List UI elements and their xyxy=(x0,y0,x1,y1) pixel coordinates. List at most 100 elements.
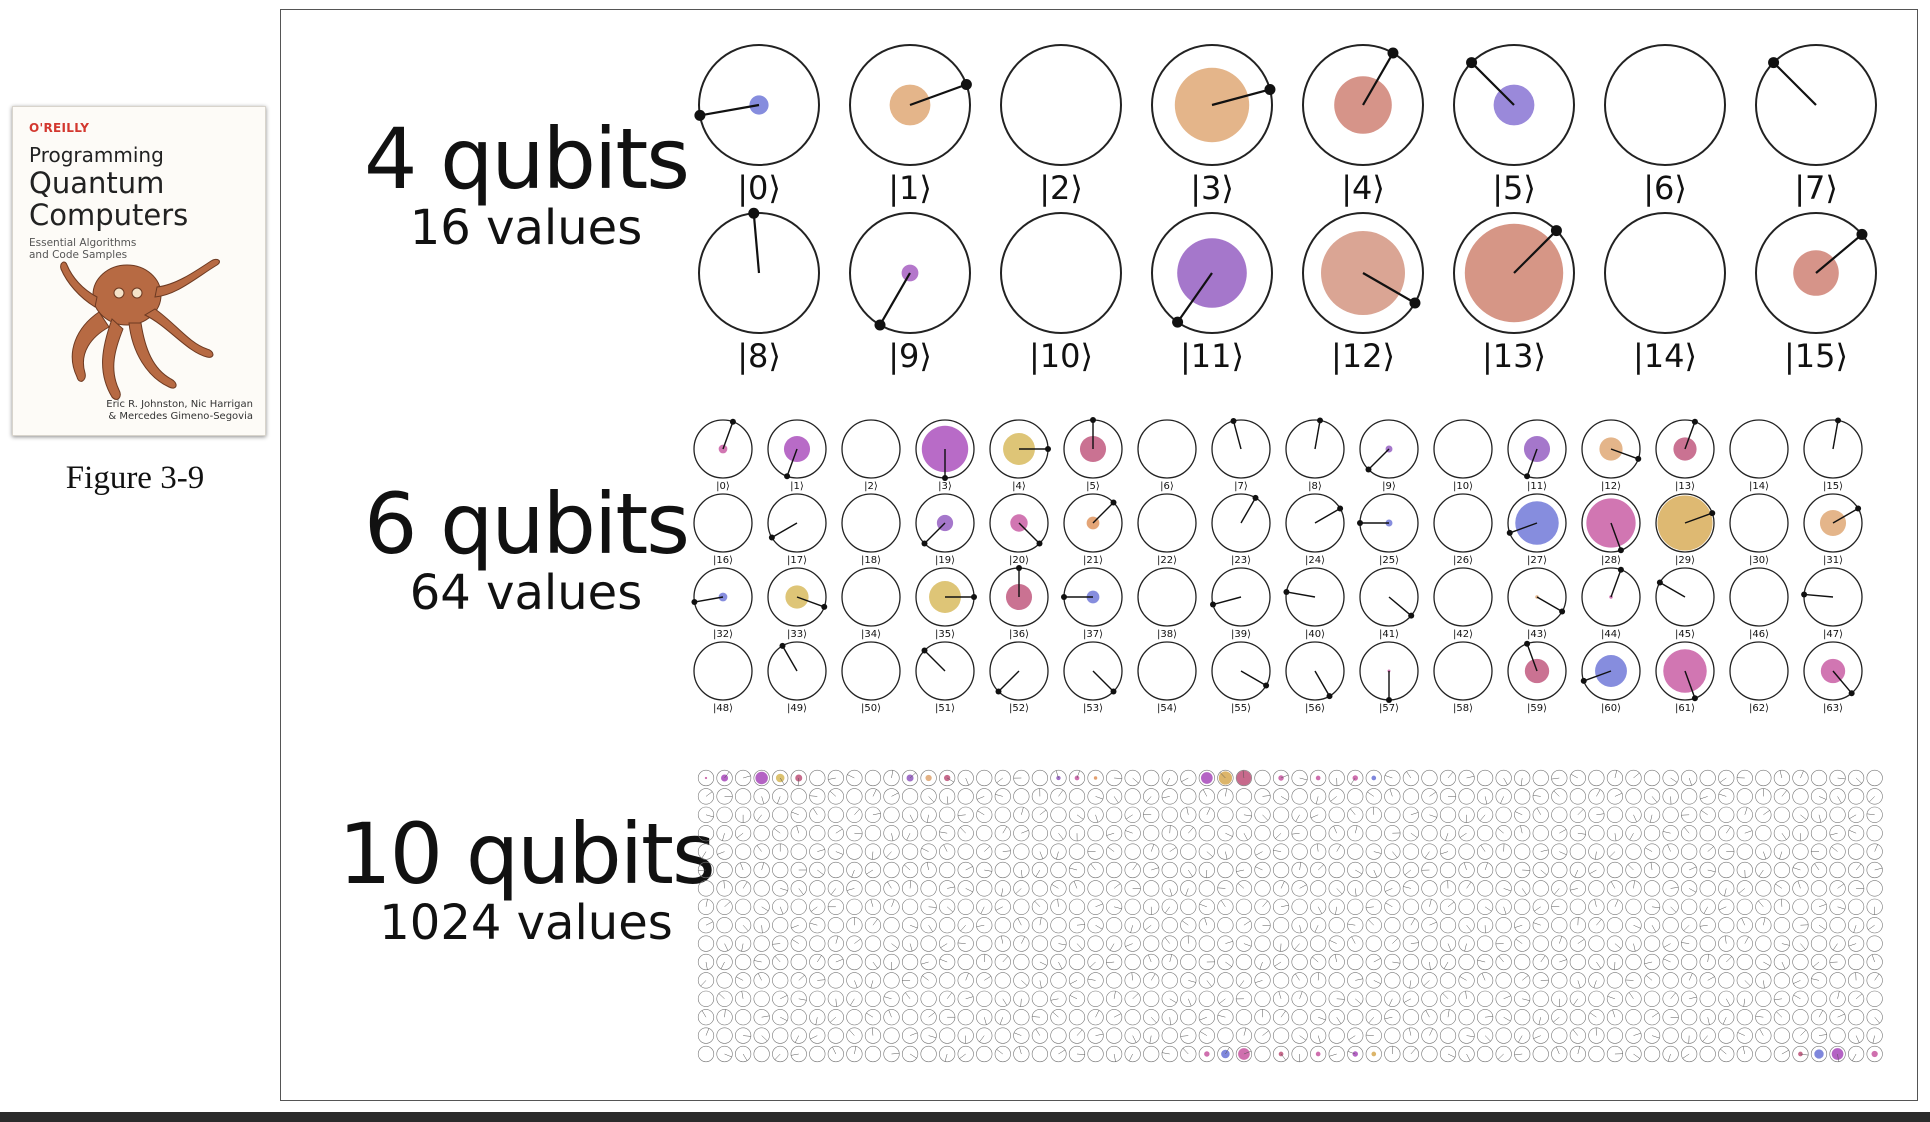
state-outline xyxy=(1421,880,1438,897)
phase-line xyxy=(1684,421,1696,450)
state-outline xyxy=(1384,990,1401,1007)
phase-line xyxy=(722,421,734,450)
amplitude-fill xyxy=(1814,1049,1824,1059)
phase-line xyxy=(1169,888,1173,896)
state-outline xyxy=(1198,898,1215,915)
state-outline xyxy=(827,1045,844,1063)
state-outline xyxy=(1402,806,1419,823)
state-outline xyxy=(1143,861,1160,879)
state-outline xyxy=(1124,843,1141,860)
state-outline xyxy=(1421,990,1438,1007)
state-outline xyxy=(716,1009,733,1026)
phase-line xyxy=(1329,1053,1337,1057)
state-outline xyxy=(1310,972,1327,989)
phase-line xyxy=(1500,796,1504,804)
state-outline xyxy=(1161,972,1178,989)
state-outline xyxy=(1847,1027,1865,1044)
state-outline xyxy=(1068,1009,1086,1026)
state-outline xyxy=(1532,917,1549,934)
state-outline xyxy=(1235,898,1253,915)
state-outline xyxy=(901,825,919,842)
phase-line xyxy=(1368,919,1374,926)
state-outline xyxy=(1211,567,1271,627)
phase-line xyxy=(1312,956,1319,963)
phase-line xyxy=(847,774,855,779)
phase-line xyxy=(1333,825,1337,834)
state-outline xyxy=(1198,825,1215,842)
state-outline xyxy=(1384,1045,1401,1063)
state-label: |47⟩ xyxy=(1823,629,1843,640)
state-outline xyxy=(1569,898,1586,915)
state-outline xyxy=(1681,1027,1698,1044)
state-outline xyxy=(1365,917,1382,934)
phase-line xyxy=(872,1027,874,1036)
state-outline xyxy=(1180,972,1197,989)
state-outline xyxy=(1588,972,1605,989)
phase-line xyxy=(1837,796,1842,804)
phase-line xyxy=(742,925,749,932)
state-outline xyxy=(1495,769,1512,787)
state-outline xyxy=(1087,769,1104,787)
state-outline xyxy=(1569,953,1586,971)
state-outline xyxy=(772,917,789,934)
state-outline xyxy=(1031,953,1049,971)
phase-line xyxy=(1837,906,1846,910)
phase-line xyxy=(1243,1050,1252,1055)
phase-line xyxy=(1610,448,1639,460)
state-outline xyxy=(1328,843,1345,860)
state-outline xyxy=(1810,769,1828,787)
phase-line xyxy=(724,771,730,779)
state-label: |13⟩ xyxy=(1675,481,1695,492)
phase-dot xyxy=(921,647,928,654)
state-outline xyxy=(864,898,882,915)
amplitude-fill xyxy=(1201,772,1213,784)
phase-line xyxy=(1800,943,1806,950)
phase-line xyxy=(1316,843,1319,852)
state-outline xyxy=(1718,972,1735,989)
state-outline xyxy=(1532,898,1549,915)
state-outline xyxy=(883,990,900,1007)
state-outline xyxy=(1211,641,1271,701)
state-outline xyxy=(864,825,882,842)
phase-line xyxy=(1429,921,1437,926)
state-outline xyxy=(1514,788,1531,805)
state-outline xyxy=(846,935,863,952)
phase-line xyxy=(724,943,729,951)
phase-line xyxy=(1683,925,1690,931)
state-outline xyxy=(1217,843,1234,860)
state-outline xyxy=(1792,1045,1809,1063)
state-outline xyxy=(1514,825,1531,842)
state-outline xyxy=(1847,953,1865,971)
state-outline xyxy=(753,806,770,823)
state-outline xyxy=(864,788,882,805)
state-outline xyxy=(1291,898,1308,915)
state-outline xyxy=(753,880,770,897)
phase-line xyxy=(1242,770,1245,779)
state-outline xyxy=(1050,880,1067,897)
state-outline xyxy=(1105,806,1123,823)
state-outline xyxy=(1736,1009,1753,1026)
phase-line xyxy=(904,864,911,871)
state-outline xyxy=(1655,567,1715,627)
state-outline xyxy=(1606,769,1624,787)
phase-line xyxy=(1317,906,1323,914)
state-outline xyxy=(827,1027,844,1044)
state-outline xyxy=(693,493,753,553)
phase-line xyxy=(1334,954,1337,963)
state-outline xyxy=(1662,990,1679,1007)
state-outline xyxy=(1773,953,1790,971)
phase-line xyxy=(810,906,818,912)
state-outline xyxy=(790,935,807,952)
phase-line xyxy=(976,924,985,927)
state-outline xyxy=(716,898,733,915)
phase-line xyxy=(1095,903,1103,908)
state-outline xyxy=(1198,880,1215,897)
phase-line xyxy=(1182,1048,1189,1055)
state-outline xyxy=(1551,843,1568,860)
state-outline xyxy=(1755,769,1772,787)
book-subtitle: Essential Algorithms and Code Samples xyxy=(29,237,137,261)
phase-line xyxy=(1577,1046,1580,1055)
state-outline xyxy=(1068,1027,1086,1044)
state-outline xyxy=(957,1009,974,1026)
phase-line xyxy=(740,862,744,871)
